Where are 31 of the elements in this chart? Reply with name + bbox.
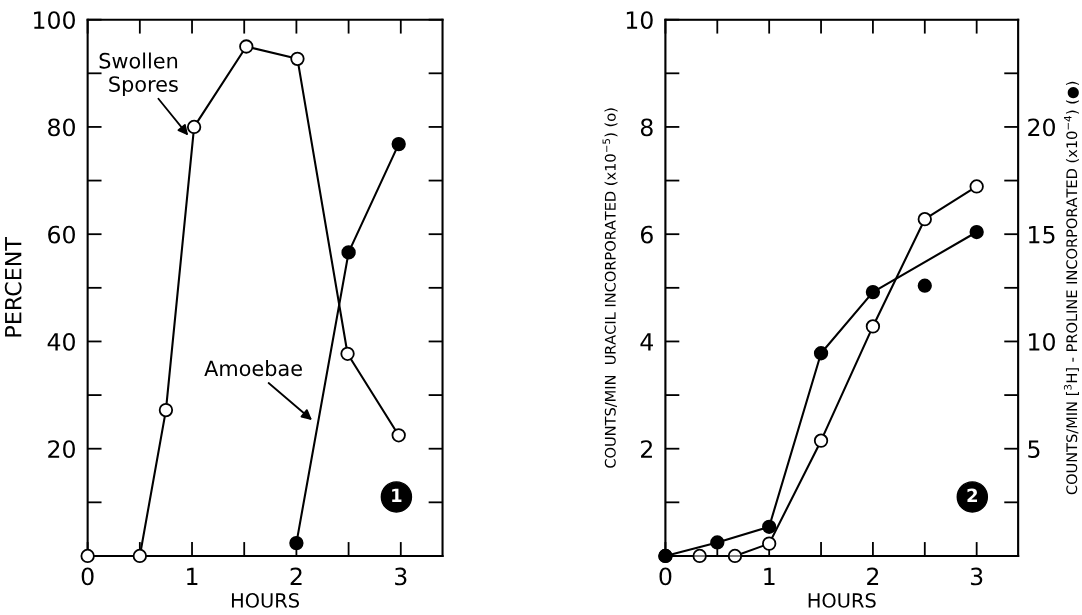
y-tick-label: 6 (640, 225, 653, 244)
x-tick-label: 3 (970, 567, 983, 586)
x-tick-label: 0 (659, 567, 672, 586)
y-tick-label: 100 (34, 11, 75, 29)
x-tick-label: 2 (867, 567, 879, 586)
x-tick-label: 3 (395, 567, 407, 586)
y2-axis-title: COUNTS/MIN [$^{3}$H] - PROLINE INCORPORATED (x10$^{−4}$) (●) (1063, 81, 1079, 495)
x-axis-title: HOURS (231, 593, 300, 608)
y2-tick-label: 5 (1028, 440, 1040, 459)
x-tick-label: 1 (187, 567, 198, 586)
y2-tick-label: 15 (1029, 225, 1055, 244)
y2-tick-label: 10 (1029, 332, 1055, 351)
annotation: Swollen Spores (99, 52, 178, 96)
y-tick-label: 80 (48, 118, 75, 137)
y-tick-label: 8 (640, 118, 653, 137)
y-axis-title: PERCENT (4, 236, 22, 337)
y-tick-label: 10 (626, 11, 653, 29)
y-axis-title: COUNTS/MIN URACIL INCORPORATED (x10$^{−5}$) (o) (602, 108, 618, 468)
y2-tick-label: 20 (1028, 118, 1055, 137)
x-tick-label: 0 (81, 567, 94, 586)
y-tick-label: 40 (47, 332, 75, 351)
x-tick-label: 2 (290, 567, 302, 586)
x-axis-title: HOURS (808, 593, 876, 608)
annotation: 2 (967, 488, 978, 502)
annotation: 1 (392, 488, 402, 502)
annotation: Amoebae (204, 360, 302, 377)
y-tick-label: 60 (48, 225, 75, 244)
y-tick-label: 20 (48, 440, 75, 459)
y-tick-label: 4 (640, 333, 653, 351)
y-tick-label: 2 (641, 440, 652, 458)
x-tick-label: 1 (764, 567, 775, 586)
